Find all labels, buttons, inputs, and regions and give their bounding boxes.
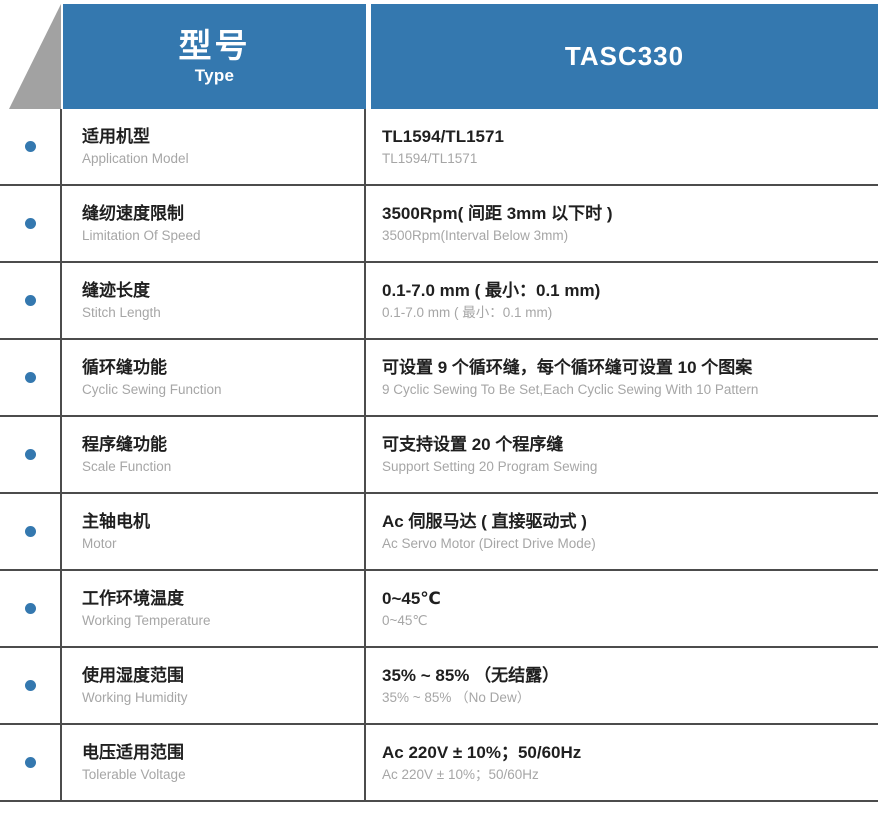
- value-cell: TL1594/TL1571 TL1594/TL1571: [366, 109, 878, 184]
- bullet-cell: [0, 263, 62, 338]
- label-cell: 使用湿度范围 Working Humidity: [62, 648, 366, 723]
- label-zh: 循环缝功能: [82, 358, 167, 378]
- value-zh: 可支持设置 20 个程序缝: [382, 435, 564, 455]
- value-en: 3500Rpm(Interval Below 3mm): [382, 227, 569, 243]
- bullet-cell: [0, 340, 62, 415]
- value-en: 9 Cyclic Sewing To Be Set,Each Cyclic Se…: [382, 381, 759, 397]
- table-row: 使用湿度范围 Working Humidity 35% ~ 85% （无结露） …: [0, 648, 878, 725]
- table-row: 适用机型 Application Model TL1594/TL1571 TL1…: [0, 109, 878, 186]
- bullet-dot-icon: [24, 141, 36, 152]
- corner-cell: [0, 4, 63, 109]
- spec-table-body: 适用机型 Application Model TL1594/TL1571 TL1…: [0, 109, 878, 802]
- table-row: 程序缝功能 Scale Function 可支持设置 20 个程序缝 Suppo…: [0, 417, 878, 494]
- label-en: Scale Function: [82, 458, 172, 474]
- bullet-dot-icon: [24, 680, 36, 691]
- bullet-dot-icon: [24, 757, 36, 768]
- value-cell: Ac 伺服马达 ( 直接驱动式 ) Ac Servo Motor (Direct…: [366, 494, 878, 569]
- value-cell: 0.1-7.0 mm ( 最小：0.1 mm) 0.1-7.0 mm ( 最小：…: [366, 263, 878, 338]
- value-zh: Ac 220V ± 10%；50/60Hz: [382, 743, 582, 763]
- table-row: 缝纫速度限制 Limitation Of Speed 3500Rpm( 间距 3…: [0, 186, 878, 263]
- bullet-cell: [0, 186, 62, 261]
- bullet-cell: [0, 725, 62, 800]
- label-en: Tolerable Voltage: [82, 766, 186, 782]
- label-zh: 主轴电机: [82, 512, 150, 532]
- value-cell: 3500Rpm( 间距 3mm 以下时 ) 3500Rpm(Interval B…: [366, 186, 878, 261]
- label-zh: 使用湿度范围: [82, 666, 184, 686]
- bullet-dot-icon: [24, 449, 36, 460]
- value-zh: 35% ~ 85% （无结露）: [382, 666, 560, 686]
- value-en: Ac Servo Motor (Direct Drive Mode): [382, 535, 596, 551]
- value-zh: 3500Rpm( 间距 3mm 以下时 ): [382, 204, 613, 224]
- header-type-cell: 型号 Type: [63, 4, 366, 109]
- value-cell: 可支持设置 20 个程序缝 Support Setting 20 Program…: [366, 417, 878, 492]
- table-row: 工作环境温度 Working Temperature 0~45℃ 0~45℃: [0, 571, 878, 648]
- bullet-cell: [0, 109, 62, 184]
- bullet-cell: [0, 417, 62, 492]
- label-en: Application Model: [82, 150, 189, 166]
- label-cell: 主轴电机 Motor: [62, 494, 366, 569]
- bullet-cell: [0, 648, 62, 723]
- value-en: 0.1-7.0 mm ( 最小：0.1 mm): [382, 304, 553, 320]
- value-en: 0~45℃: [382, 612, 428, 628]
- label-cell: 适用机型 Application Model: [62, 109, 366, 184]
- label-en: Cyclic Sewing Function: [82, 381, 222, 397]
- bullet-dot-icon: [24, 218, 36, 229]
- header-type-zh: 型号: [178, 26, 251, 64]
- label-en: Limitation Of Speed: [82, 227, 201, 243]
- header-divider: [366, 4, 371, 109]
- label-en: Motor: [82, 535, 117, 551]
- label-cell: 电压适用范围 Tolerable Voltage: [62, 725, 366, 800]
- label-zh: 电压适用范围: [82, 743, 184, 763]
- label-cell: 程序缝功能 Scale Function: [62, 417, 366, 492]
- bullet-dot-icon: [24, 603, 36, 614]
- table-row: 循环缝功能 Cyclic Sewing Function 可设置 9 个循环缝，…: [0, 340, 878, 417]
- value-zh: Ac 伺服马达 ( 直接驱动式 ): [382, 512, 587, 532]
- bullet-dot-icon: [24, 372, 36, 383]
- value-en: Ac 220V ± 10%；50/60Hz: [382, 766, 539, 782]
- value-en: TL1594/TL1571: [382, 150, 478, 166]
- header-model-cell: TASC330: [371, 4, 878, 109]
- value-cell: 可设置 9 个循环缝，每个循环缝可设置 10 个图案 9 Cyclic Sewi…: [366, 340, 878, 415]
- label-en: Working Humidity: [82, 689, 188, 705]
- label-zh: 适用机型: [82, 127, 150, 147]
- value-cell: 0~45℃ 0~45℃: [366, 571, 878, 646]
- value-zh: 可设置 9 个循环缝，每个循环缝可设置 10 个图案: [382, 358, 753, 378]
- value-cell: 35% ~ 85% （无结露） 35% ~ 85% （No Dew）: [366, 648, 878, 723]
- bullet-cell: [0, 494, 62, 569]
- label-en: Stitch Length: [82, 304, 161, 320]
- spec-sheet: 型号 Type TASC330 适用机型 Application Model T…: [0, 4, 886, 814]
- table-row: 缝迹长度 Stitch Length 0.1-7.0 mm ( 最小：0.1 m…: [0, 263, 878, 340]
- label-cell: 工作环境温度 Working Temperature: [62, 571, 366, 646]
- label-zh: 缝纫速度限制: [82, 204, 184, 224]
- value-zh: 0.1-7.0 mm ( 最小：0.1 mm): [382, 281, 601, 301]
- label-cell: 循环缝功能 Cyclic Sewing Function: [62, 340, 366, 415]
- label-cell: 缝迹长度 Stitch Length: [62, 263, 366, 338]
- table-row: 电压适用范围 Tolerable Voltage Ac 220V ± 10%；5…: [0, 725, 878, 802]
- label-cell: 缝纫速度限制 Limitation Of Speed: [62, 186, 366, 261]
- table-header: 型号 Type TASC330: [0, 4, 878, 109]
- header-type-en: Type: [194, 66, 235, 86]
- value-en: Support Setting 20 Program Sewing: [382, 458, 598, 474]
- label-zh: 工作环境温度: [82, 589, 184, 609]
- value-zh: TL1594/TL1571: [382, 127, 504, 147]
- bullet-dot-icon: [24, 295, 36, 306]
- value-zh: 0~45℃: [382, 589, 441, 609]
- label-zh: 程序缝功能: [82, 435, 167, 455]
- label-zh: 缝迹长度: [82, 281, 150, 301]
- value-en: 35% ~ 85% （No Dew）: [382, 689, 531, 705]
- value-cell: Ac 220V ± 10%；50/60Hz Ac 220V ± 10%；50/6…: [366, 725, 878, 800]
- table-row: 主轴电机 Motor Ac 伺服马达 ( 直接驱动式 ) Ac Servo Mo…: [0, 494, 878, 571]
- label-en: Working Temperature: [82, 612, 211, 628]
- model-name: TASC330: [564, 41, 685, 71]
- bullet-cell: [0, 571, 62, 646]
- bullet-dot-icon: [24, 526, 36, 537]
